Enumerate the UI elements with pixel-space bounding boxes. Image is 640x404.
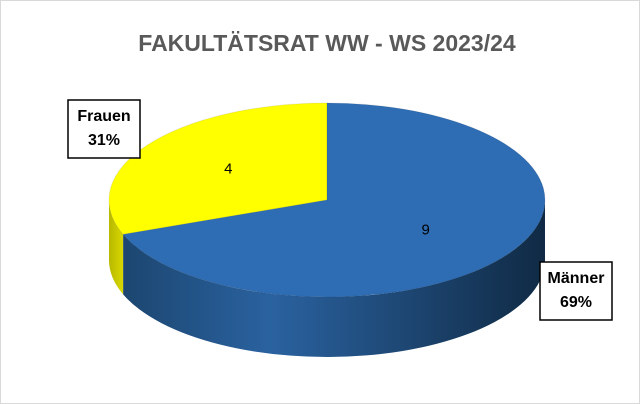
callout-box	[67, 99, 141, 159]
callout-category: Männer	[548, 270, 605, 287]
slice-value-label: 9	[422, 221, 430, 238]
pie-slice	[122, 102, 546, 298]
callout-percent: 69%	[560, 294, 592, 311]
callout-box	[539, 261, 613, 321]
slice-value-label: 4	[224, 161, 232, 178]
pie-slice	[108, 102, 328, 235]
chart-title: FAKULTÄTSRAT WW - WS 2023/24	[138, 30, 516, 56]
pie-side	[123, 200, 546, 357]
pie-side	[109, 200, 124, 295]
callout-category: Frauen	[77, 108, 130, 125]
callout-percent: 31%	[88, 132, 120, 149]
